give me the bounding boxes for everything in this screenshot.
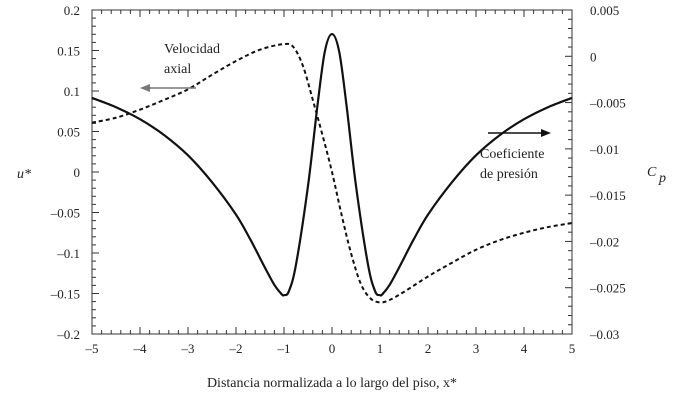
y-left-tick-label: –0.15 (50, 287, 80, 302)
annotation-velocidad-line2: axial (164, 62, 191, 77)
x-tick-label: 4 (521, 341, 528, 356)
y-right-tick-label: –0.03 (589, 327, 619, 342)
annotation-coeficiente-line2: de presión (480, 167, 538, 182)
y-right-tick-label: –0.015 (589, 188, 626, 203)
y-left-tick-label: 0.15 (57, 44, 80, 59)
x-tick-label: 0 (329, 341, 336, 356)
x-axis-title: Distancia normalizada a lo largo del pis… (207, 376, 457, 391)
y-right-axis-title: C (647, 165, 657, 180)
x-tick-label: –3 (181, 341, 195, 356)
x-tick-label: –1 (277, 341, 291, 356)
series-layer (91, 32, 573, 304)
x-tick-label: 2 (425, 341, 432, 356)
x-tick-label: –2 (229, 341, 243, 356)
y-left-axis-title: u* (17, 167, 31, 182)
y-left-tick-label: 0 (74, 165, 81, 180)
x-tick-label: –4 (133, 341, 148, 356)
y-left-tick-label: 0.05 (57, 125, 80, 140)
y-right-tick-label: –0.005 (589, 96, 626, 111)
annotation-coeficiente-arrow (488, 129, 551, 137)
y-left-tick-label: 0.1 (64, 84, 80, 99)
y-left-tick-label: –0.1 (56, 246, 80, 261)
series-velocidad-axial-line (91, 42, 573, 304)
series-coeficiente-presion-line (91, 32, 573, 297)
annotation-coeficiente-line1: Coeficiente (480, 147, 545, 162)
x-tick-label: 1 (377, 341, 384, 356)
y-left-tick-label: –0.05 (50, 206, 80, 221)
y-left-tick-label: 0.2 (64, 3, 80, 18)
y-right-tick-label: 0 (590, 49, 597, 64)
annotation-velocidad-line1: Velocidad (164, 42, 220, 57)
x-tick-label: 3 (473, 341, 480, 356)
x-tick-label: –5 (85, 341, 99, 356)
x-tick-label: 5 (569, 341, 576, 356)
y-right-axis-title-subscript: p (658, 171, 666, 186)
y-right-tick-label: –0.01 (589, 142, 619, 157)
y-right-tick-label: –0.02 (589, 234, 619, 249)
y-left-tick-label: –0.2 (56, 327, 80, 342)
ticks-layer (91, 9, 573, 335)
y-right-tick-label: 0.005 (590, 3, 619, 18)
y-right-tick-label: –0.025 (589, 281, 626, 296)
annotation-velocidad-arrow (140, 84, 196, 92)
tick-labels-layer: –5 –4 –3 –2 –1 0 1 2 3 4 5 0.2 0.15 0.1 0.05 0 –0.05 –0.1… (50, 3, 626, 356)
